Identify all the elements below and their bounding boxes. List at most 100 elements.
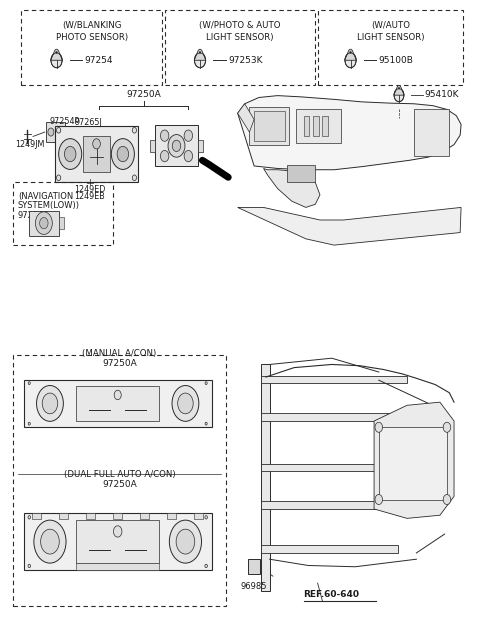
Circle shape xyxy=(178,393,193,414)
Circle shape xyxy=(176,529,195,554)
Text: LIGHT SENSOR): LIGHT SENSOR) xyxy=(206,33,274,42)
Bar xyxy=(165,10,315,85)
Text: 97265J: 97265J xyxy=(74,118,102,127)
Text: 97254P: 97254P xyxy=(49,117,80,126)
Circle shape xyxy=(34,520,66,563)
Circle shape xyxy=(36,212,52,235)
Circle shape xyxy=(64,146,76,162)
Bar xyxy=(76,385,159,421)
Circle shape xyxy=(113,526,122,537)
Bar xyxy=(32,513,41,519)
Bar xyxy=(167,513,176,519)
Text: 1249JM: 1249JM xyxy=(15,140,45,149)
Text: REF.60-640: REF.60-640 xyxy=(303,590,360,599)
Circle shape xyxy=(28,422,30,425)
Text: 97254: 97254 xyxy=(85,56,113,65)
Bar xyxy=(194,513,204,519)
Circle shape xyxy=(28,564,31,568)
Circle shape xyxy=(205,564,207,568)
Polygon shape xyxy=(238,96,461,170)
Circle shape xyxy=(350,51,351,54)
Bar xyxy=(261,365,270,590)
Circle shape xyxy=(42,393,58,414)
Text: 97253K: 97253K xyxy=(228,56,263,65)
Text: 97254P: 97254P xyxy=(18,210,49,220)
Circle shape xyxy=(172,385,199,421)
Bar xyxy=(21,10,162,85)
Bar xyxy=(303,116,309,136)
Polygon shape xyxy=(264,169,320,208)
Bar xyxy=(76,563,159,570)
Circle shape xyxy=(194,53,205,68)
Text: (DUAL FULL AUTO A/CON): (DUAL FULL AUTO A/CON) xyxy=(64,470,175,479)
Bar xyxy=(59,513,69,519)
Circle shape xyxy=(40,217,48,229)
Bar xyxy=(261,376,407,383)
Polygon shape xyxy=(51,49,62,60)
Circle shape xyxy=(394,88,404,102)
Text: 95410K: 95410K xyxy=(425,90,459,99)
Bar xyxy=(46,122,65,142)
Bar xyxy=(76,520,159,563)
Bar xyxy=(59,217,63,229)
Circle shape xyxy=(57,175,61,181)
Circle shape xyxy=(199,51,201,54)
Polygon shape xyxy=(194,49,206,60)
Circle shape xyxy=(398,87,400,89)
Bar xyxy=(13,355,226,606)
Bar xyxy=(297,109,341,144)
Circle shape xyxy=(205,515,207,519)
Circle shape xyxy=(172,140,181,151)
Circle shape xyxy=(132,175,136,181)
Circle shape xyxy=(28,382,30,385)
Circle shape xyxy=(59,138,82,169)
Circle shape xyxy=(111,138,134,169)
Circle shape xyxy=(184,130,192,141)
Text: 1249EB: 1249EB xyxy=(74,192,105,201)
Bar xyxy=(113,513,122,519)
Text: LIGHT SENSOR): LIGHT SENSOR) xyxy=(357,33,424,42)
Text: (W/BLANKING: (W/BLANKING xyxy=(62,22,121,31)
Circle shape xyxy=(57,128,61,133)
Bar xyxy=(198,140,203,152)
Circle shape xyxy=(93,138,100,149)
Circle shape xyxy=(375,422,383,432)
Bar xyxy=(261,501,397,509)
Bar xyxy=(249,559,260,574)
Bar xyxy=(318,10,463,85)
Circle shape xyxy=(57,128,63,136)
Circle shape xyxy=(205,422,207,425)
Text: (W/AUTO: (W/AUTO xyxy=(371,22,410,31)
Bar xyxy=(29,210,59,236)
Bar xyxy=(55,126,138,182)
Text: (MANUAL A/CON): (MANUAL A/CON) xyxy=(83,349,156,358)
Circle shape xyxy=(169,520,202,563)
Circle shape xyxy=(443,422,451,432)
Polygon shape xyxy=(345,49,357,60)
Bar xyxy=(261,545,397,553)
Bar xyxy=(323,116,328,136)
Circle shape xyxy=(48,128,54,136)
Bar xyxy=(287,165,315,182)
Circle shape xyxy=(168,135,185,157)
Bar xyxy=(24,513,212,570)
Bar xyxy=(261,463,397,471)
Polygon shape xyxy=(238,104,254,132)
Bar xyxy=(379,428,447,499)
Circle shape xyxy=(184,151,192,162)
Text: 1249ED: 1249ED xyxy=(74,185,105,194)
Circle shape xyxy=(345,53,356,68)
Circle shape xyxy=(117,146,129,162)
Bar xyxy=(250,107,289,145)
Circle shape xyxy=(28,515,31,519)
Text: 96985: 96985 xyxy=(241,583,267,592)
Circle shape xyxy=(443,494,451,504)
Bar xyxy=(414,109,449,156)
Text: 97250A: 97250A xyxy=(102,359,137,368)
Bar xyxy=(140,513,149,519)
Bar xyxy=(254,111,285,141)
Bar xyxy=(261,413,402,421)
Text: (NAVIGATION: (NAVIGATION xyxy=(18,192,73,201)
Bar xyxy=(150,140,156,152)
Text: 95100B: 95100B xyxy=(379,56,414,65)
